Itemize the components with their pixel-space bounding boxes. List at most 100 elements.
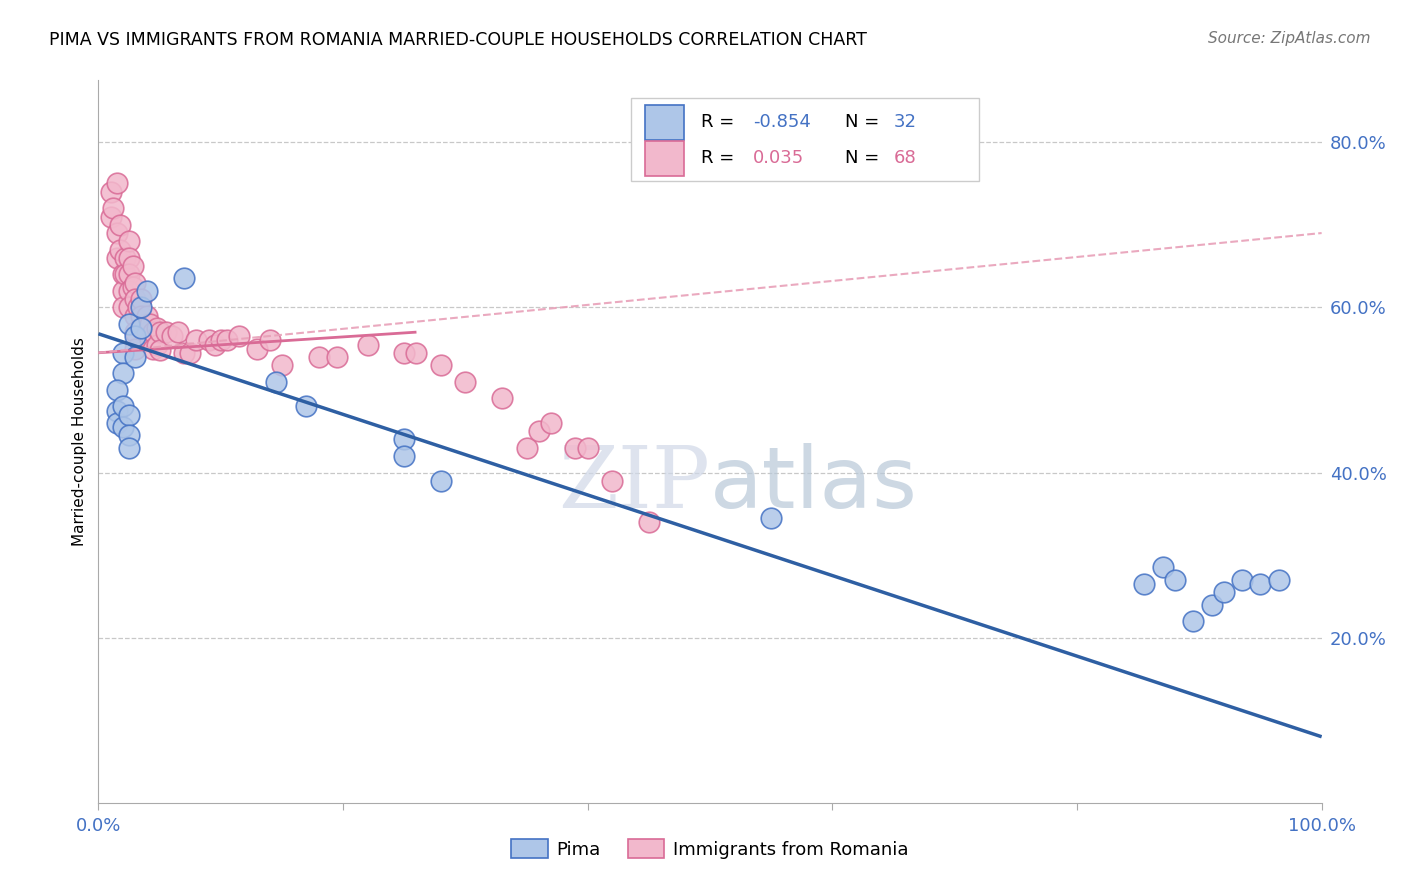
Point — [160, 329, 183, 343]
Point — [146, 321, 169, 335]
Point — [209, 334, 232, 348]
Point — [111, 301, 134, 315]
Point — [118, 235, 141, 249]
Text: ZIP: ZIP — [558, 443, 710, 526]
Point — [173, 345, 195, 359]
Point — [124, 329, 146, 343]
Point — [1249, 577, 1271, 591]
Point — [564, 441, 586, 455]
Point — [146, 337, 169, 351]
Point — [111, 284, 134, 298]
Text: Source: ZipAtlas.com: Source: ZipAtlas.com — [1208, 31, 1371, 46]
Legend: Pima, Immigrants from Romania: Pima, Immigrants from Romania — [505, 832, 915, 866]
Point — [124, 309, 146, 323]
Point — [124, 292, 146, 306]
Point — [540, 416, 562, 430]
Point — [1201, 598, 1223, 612]
Point — [136, 309, 159, 323]
Point — [527, 424, 550, 438]
Point — [134, 317, 156, 331]
Point — [100, 185, 122, 199]
Point — [111, 268, 134, 282]
Point — [576, 441, 599, 455]
Point — [197, 334, 219, 348]
Point — [1164, 573, 1187, 587]
Point — [110, 243, 132, 257]
Point — [515, 441, 537, 455]
Point — [129, 292, 152, 306]
Point — [118, 317, 141, 331]
Point — [118, 441, 141, 455]
Text: -0.854: -0.854 — [752, 113, 811, 131]
Point — [392, 433, 416, 447]
Point — [124, 350, 146, 364]
Point — [118, 268, 141, 282]
Point — [129, 301, 152, 315]
Point — [136, 325, 159, 339]
Point — [215, 334, 238, 348]
Point — [308, 350, 330, 364]
Text: atlas: atlas — [710, 443, 918, 526]
Point — [167, 325, 190, 339]
Point — [105, 416, 128, 430]
Point — [105, 177, 128, 191]
Point — [118, 408, 141, 422]
Point — [136, 284, 159, 298]
Point — [430, 358, 453, 372]
Point — [179, 345, 201, 359]
Point — [139, 334, 162, 348]
Point — [111, 345, 134, 359]
Point — [204, 337, 226, 351]
Point — [101, 201, 124, 215]
FancyBboxPatch shape — [630, 98, 979, 181]
Text: PIMA VS IMMIGRANTS FROM ROMANIA MARRIED-COUPLE HOUSEHOLDS CORRELATION CHART: PIMA VS IMMIGRANTS FROM ROMANIA MARRIED-… — [49, 31, 868, 49]
Point — [118, 284, 141, 298]
Point — [121, 259, 143, 273]
Point — [600, 474, 623, 488]
Point — [259, 334, 281, 348]
Point — [105, 226, 128, 240]
Point — [1152, 560, 1174, 574]
Point — [124, 276, 146, 290]
Point — [326, 350, 349, 364]
Point — [124, 342, 146, 356]
Text: 0.035: 0.035 — [752, 149, 804, 168]
Point — [121, 279, 143, 293]
Point — [127, 301, 149, 315]
Point — [392, 449, 416, 463]
Point — [124, 325, 146, 339]
Point — [246, 342, 269, 356]
Point — [356, 337, 378, 351]
Text: N =: N = — [845, 149, 884, 168]
Point — [142, 325, 165, 339]
Point — [100, 210, 122, 224]
Point — [430, 474, 453, 488]
Point — [139, 317, 162, 331]
Point — [118, 428, 141, 442]
Point — [1268, 573, 1291, 587]
Point — [129, 309, 152, 323]
Point — [111, 400, 134, 414]
Point — [114, 268, 136, 282]
Point — [264, 375, 287, 389]
Bar — [645, 141, 685, 176]
Point — [155, 325, 177, 339]
Point — [295, 400, 318, 414]
Point — [392, 345, 416, 359]
Text: 68: 68 — [894, 149, 917, 168]
Point — [1212, 585, 1234, 599]
Point — [228, 329, 250, 343]
Bar — [645, 105, 685, 139]
Point — [105, 251, 128, 265]
Point — [1230, 573, 1253, 587]
Point — [454, 375, 477, 389]
Text: R =: R = — [702, 149, 747, 168]
Point — [761, 511, 783, 525]
Point — [1133, 577, 1156, 591]
Point — [637, 515, 661, 529]
Point — [111, 367, 134, 381]
Y-axis label: Married-couple Households: Married-couple Households — [72, 337, 87, 546]
Point — [110, 218, 132, 232]
Point — [405, 345, 427, 359]
Point — [491, 391, 513, 405]
